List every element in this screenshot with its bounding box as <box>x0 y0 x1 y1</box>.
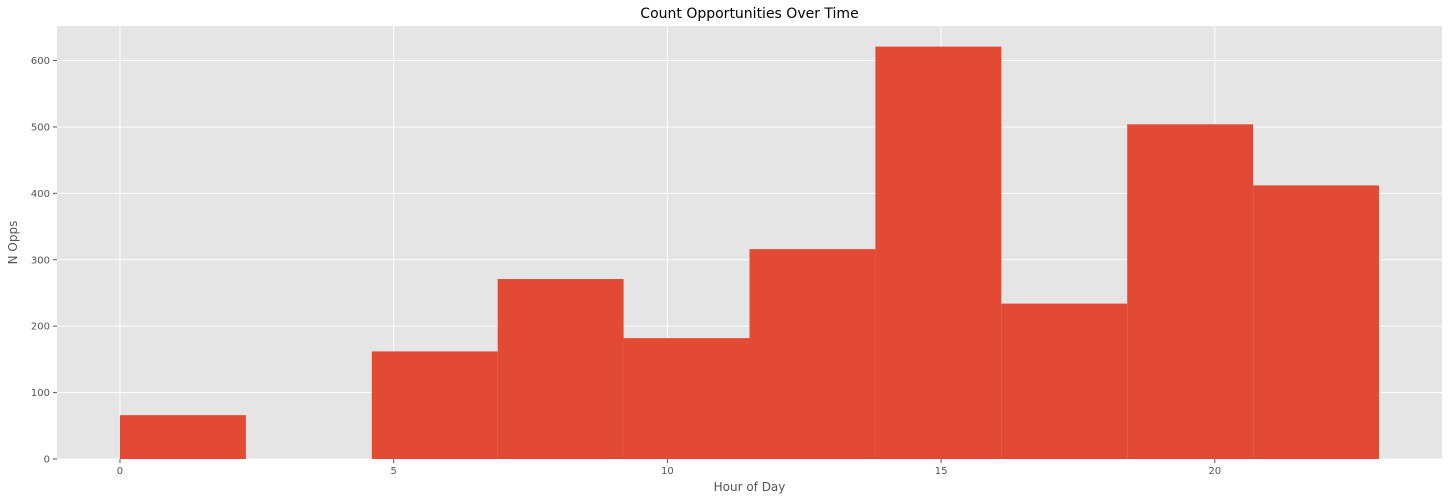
x-tick-label: 15 <box>935 466 948 477</box>
x-tick-label: 10 <box>661 466 674 477</box>
histogram-bar <box>1001 303 1128 459</box>
histogram-bar <box>623 338 750 459</box>
y-axis-ticks: 0 100 200 300 400 500 600 <box>31 56 57 466</box>
y-tick-label: 600 <box>31 56 50 67</box>
histogram-bar <box>371 351 498 459</box>
histogram-bar <box>497 279 624 459</box>
x-tick-label: 5 <box>390 466 396 477</box>
histogram-bars <box>119 46 1380 460</box>
y-tick-label: 100 <box>31 388 50 399</box>
histogram-bar <box>875 46 1002 459</box>
y-tick-label: 500 <box>31 122 50 133</box>
histogram-bar <box>749 249 876 459</box>
y-axis-label: N Opps <box>6 221 20 265</box>
y-tick-label: 300 <box>31 255 50 266</box>
chart-title: Count Opportunities Over Time <box>640 6 858 22</box>
x-tick-label: 20 <box>1208 466 1221 477</box>
x-tick-label: 0 <box>117 466 123 477</box>
y-tick-label: 0 <box>44 455 50 466</box>
y-tick-label: 400 <box>31 189 50 200</box>
histogram-bar <box>119 415 246 459</box>
x-axis-ticks: 0 5 10 15 20 <box>117 459 1221 477</box>
histogram-bar <box>1127 124 1254 460</box>
histogram-bar <box>1253 185 1380 459</box>
x-axis-label: Hour of Day <box>714 480 786 494</box>
y-tick-label: 200 <box>31 322 50 333</box>
